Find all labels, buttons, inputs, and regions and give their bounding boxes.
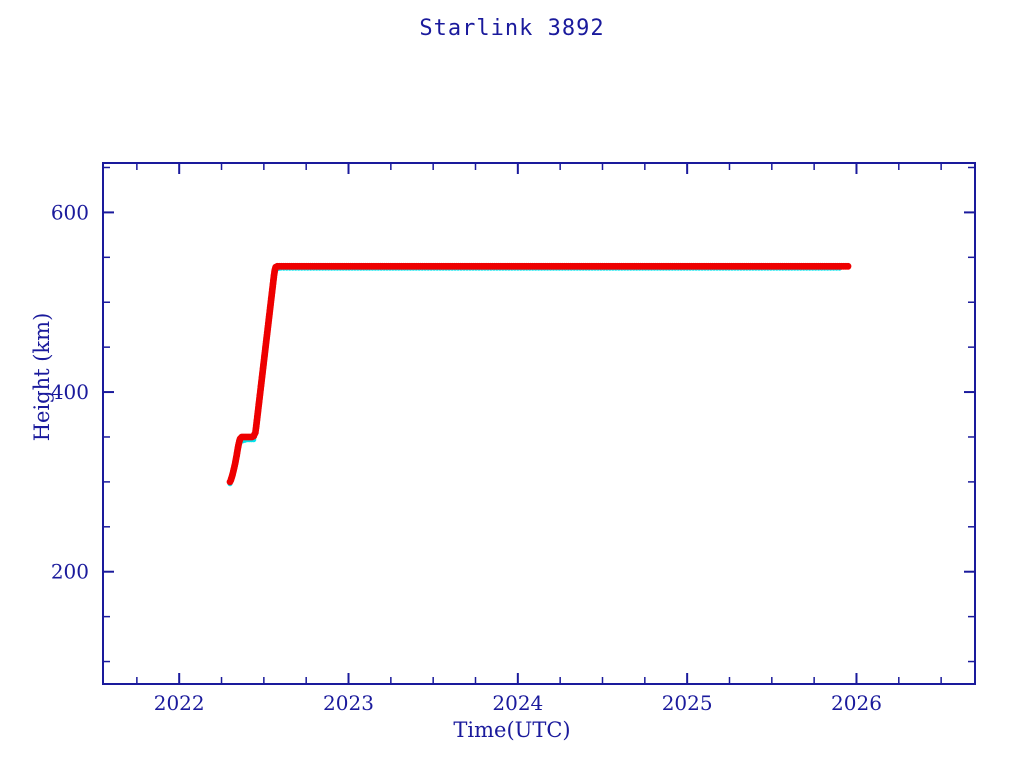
y-tick-label: 600 xyxy=(51,200,89,224)
x-tick-label: 2022 xyxy=(154,691,205,715)
x-axis-title: Time(UTC) xyxy=(453,718,571,742)
series-apogee xyxy=(226,262,852,486)
series-perigee xyxy=(227,265,843,487)
x-tick-label: 2023 xyxy=(323,691,374,715)
y-tick-label: 200 xyxy=(51,560,89,584)
x-tick-label: 2026 xyxy=(831,691,882,715)
tick-labels: 2022 2023 2024 2025 2026 200 400 600 xyxy=(51,200,882,715)
x-tick-label: 2025 xyxy=(662,691,713,715)
data-series xyxy=(226,262,852,487)
y-tick-label: 400 xyxy=(51,380,89,404)
axis-frame xyxy=(102,162,976,685)
axis-ticks xyxy=(103,163,975,684)
x-tick-label: 2024 xyxy=(492,691,543,715)
chart-title: Starlink 3892 xyxy=(419,16,605,41)
